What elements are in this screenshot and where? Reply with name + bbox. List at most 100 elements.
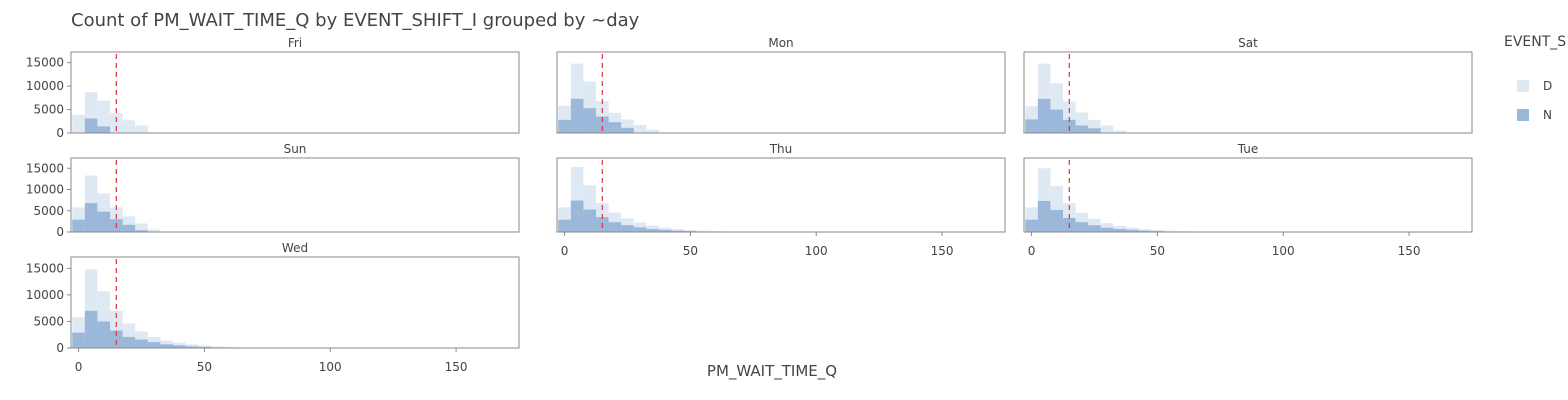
bar-n [84,203,98,232]
bar-n [621,225,634,232]
bar-d [97,100,111,133]
bar-n [1050,109,1064,133]
bar-n [1025,219,1038,232]
facet-label: Sun [284,142,307,156]
bar-d [1113,130,1126,133]
facet-panel-fri: Fri 0 5000 10000 15000 [26,36,520,140]
y-tick-label: 10000 [26,288,64,302]
bar-d [684,229,697,232]
bar-d [147,229,161,232]
bar-n [1037,98,1051,133]
facet-panel-sat: Sat [1023,36,1473,134]
bar-n [72,219,85,232]
y-tick-label: 5000 [33,103,64,117]
facet-panel-wed: Wed 0 5000 10000 15000 0 50 100 150 [26,241,520,374]
facet-label: Wed [282,241,308,255]
bar-n [608,222,622,232]
y-tick-label: 0 [56,225,64,239]
bar-d [135,223,148,232]
legend-label-d: D [1543,79,1552,93]
bar-n [135,339,148,348]
bar-n [172,345,186,348]
x-axis-title: PM_WAIT_TIME_Q [707,362,837,381]
bar-n [658,229,672,232]
bar-n [558,119,571,133]
bar-n [160,344,173,348]
x-tick-label: 50 [1150,244,1165,258]
bar-d [110,112,123,133]
y-tick-label: 15000 [26,161,64,175]
panel-frame [1023,157,1473,233]
facet-label: Fri [288,36,302,50]
facet-panel-sun: Sun 0 5000 10000 15000 [26,142,520,239]
bar-d [210,346,224,348]
bar-n [1037,200,1051,232]
bar-d [1138,229,1152,232]
legend-title: EVENT_S [1504,34,1566,50]
panel-frame [556,51,1006,134]
legend-swatch-d [1517,80,1529,92]
bar-n [1125,229,1139,232]
y-tick-label: 15000 [26,261,64,275]
panel-frame [70,51,520,134]
bar-d [1100,125,1114,133]
bar-n [198,346,211,348]
bar-d [72,114,85,133]
bar-n [135,230,148,232]
x-tick-label: 0 [561,244,569,258]
bar-n [84,118,98,133]
bar-n [570,98,584,133]
bar-n [596,116,609,133]
bar-n [621,127,634,133]
bar-n [570,200,584,232]
bar-d [646,225,659,232]
bar-d [198,345,211,348]
facet-panel-tue: Tue 0 50 100 150 [1023,142,1473,258]
bar-d [1163,230,1177,232]
x-tick-label: 50 [683,244,698,258]
bar-n [72,332,85,348]
bar-n [1075,222,1089,232]
facet-label: Sat [1238,36,1258,50]
bar-d [633,125,647,133]
bar-n [147,342,161,348]
bar-d [1151,229,1164,232]
bar-n [558,219,571,232]
panel-frame [70,157,520,233]
bar-n [84,310,98,348]
bar-n [97,211,111,232]
bar-d [1100,223,1114,232]
bar-n [122,336,136,348]
bar-d [646,129,659,133]
bar-n [633,227,647,232]
facet-label: Mon [768,36,793,50]
facet-label: Tue [1237,142,1259,156]
y-tick-label: 10000 [26,183,64,197]
legend-label-n: N [1543,108,1552,122]
x-tick-label: 0 [75,360,83,374]
bar-d [671,229,685,232]
facet-label: Thu [769,142,793,156]
bar-n [1100,227,1114,232]
y-tick-label: 5000 [33,314,64,328]
legend: EVENT_S D N [1504,34,1566,122]
bar-d [223,346,236,348]
bar-n [185,346,199,348]
legend-swatch-n [1517,109,1529,121]
y-tick-label: 5000 [33,204,64,218]
bar-n [1025,119,1038,133]
bar-n [122,224,136,232]
facet-panel-thu: Thu 0 50 100 150 [556,142,1006,258]
y-tick-label: 10000 [26,79,64,93]
bar-n [1138,230,1152,232]
bar-d [696,230,710,232]
x-tick-label: 100 [805,244,828,258]
bar-n [671,230,685,232]
y-tick-label: 0 [56,126,64,140]
bar-n [1088,225,1101,232]
bar-d [122,120,136,133]
bar-n [1088,128,1101,133]
bar-d [185,344,199,348]
panel-frame [1023,51,1473,134]
x-tick-label: 0 [1028,244,1036,258]
